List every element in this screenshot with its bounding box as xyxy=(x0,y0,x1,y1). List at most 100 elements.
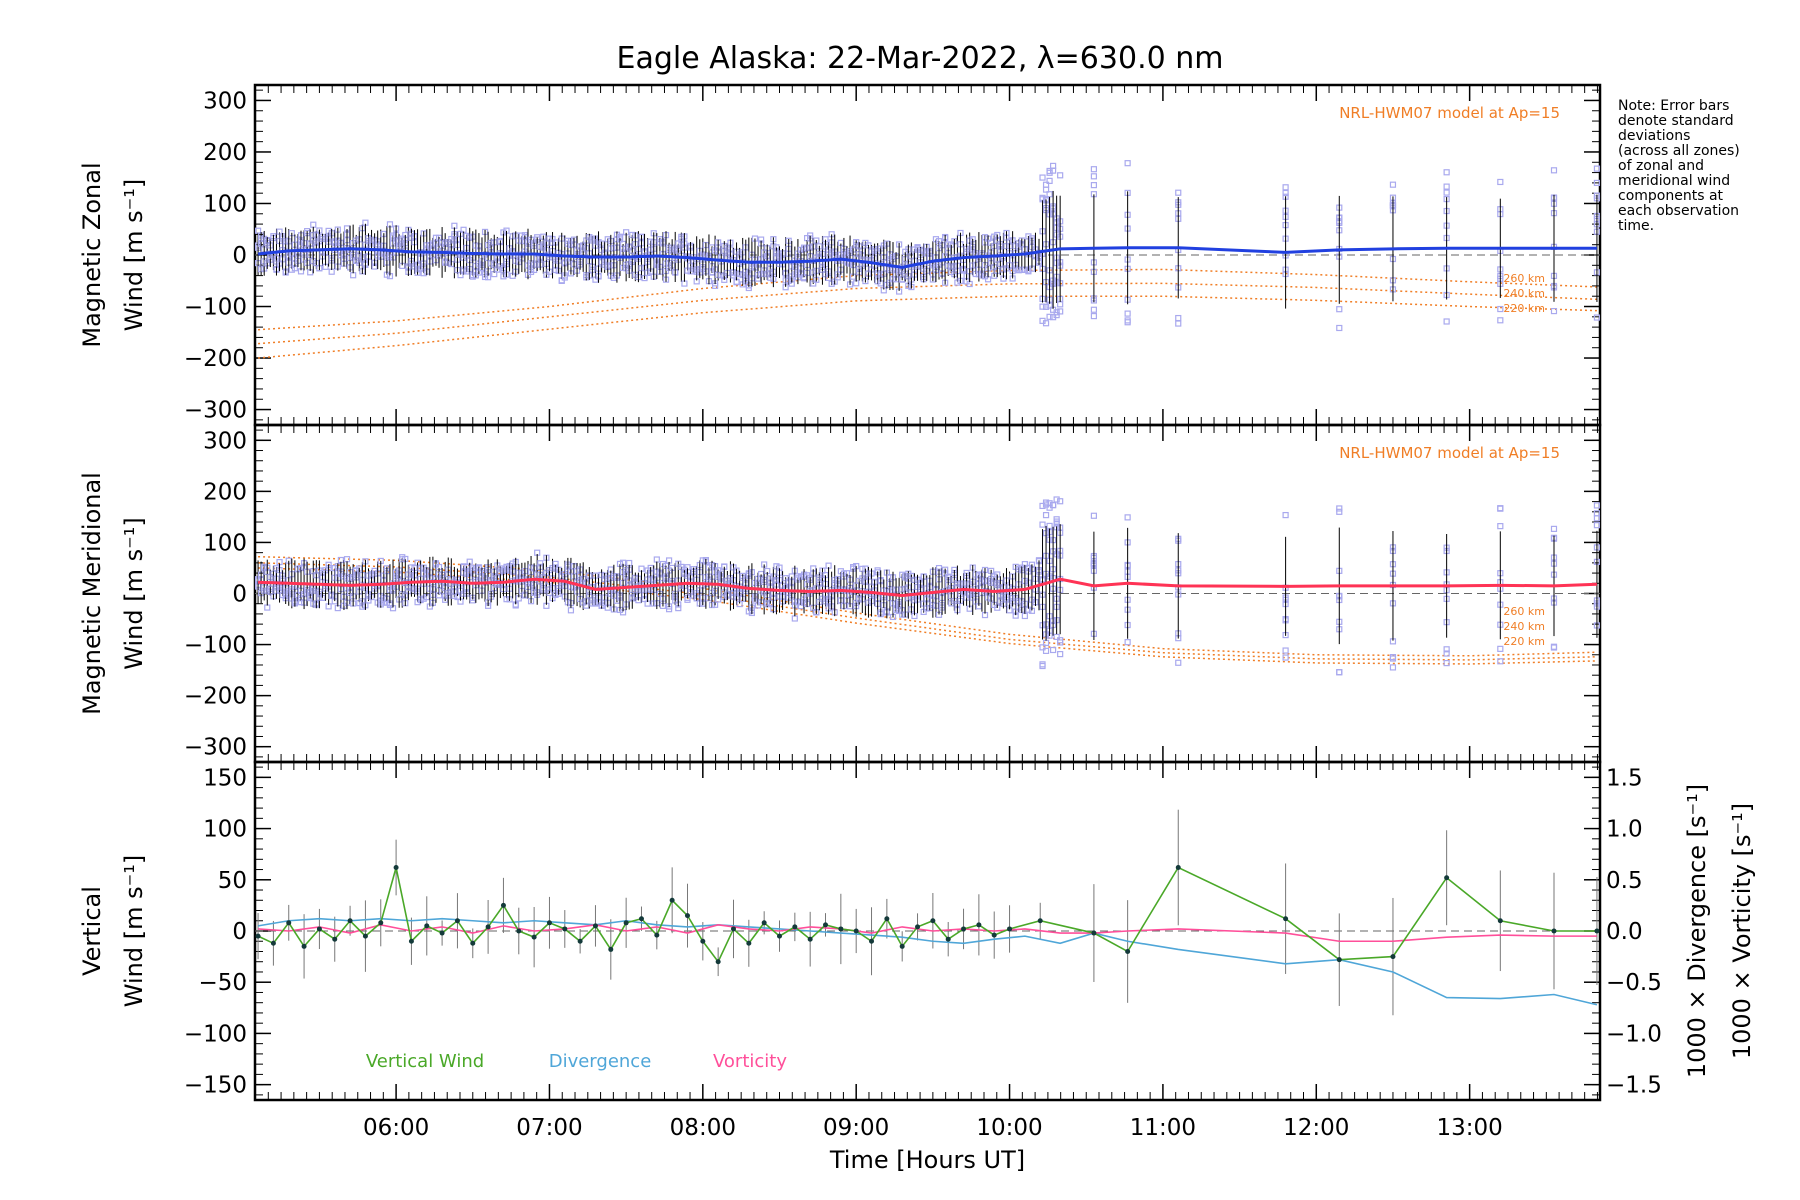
zone-point xyxy=(1443,169,1450,176)
zone-point xyxy=(1593,522,1601,529)
zone-point xyxy=(1497,645,1504,652)
note-line: time. xyxy=(1618,218,1654,234)
zone-point xyxy=(1175,659,1182,666)
zone-point xyxy=(328,268,335,275)
x-tick-label: 07:00 xyxy=(516,1115,582,1141)
y-tick-label: 300 xyxy=(203,428,247,454)
x-axis-label: Time [Hours UT] xyxy=(829,1146,1025,1174)
zone-point xyxy=(310,221,317,228)
zone-point xyxy=(1050,646,1057,654)
model-curve xyxy=(258,282,1597,345)
zonal-wind-line xyxy=(257,246,1597,269)
note-line: (across all zones) xyxy=(1618,143,1740,159)
chart-title: Eagle Alaska: 22-Mar-2022, λ=630.0 nm xyxy=(617,41,1224,76)
vertical-wind-point xyxy=(638,916,644,922)
vorticity-line xyxy=(258,924,1597,943)
vertical-wind-point xyxy=(684,913,690,919)
zone-point xyxy=(1021,612,1028,620)
vertical-wind-point xyxy=(623,920,629,926)
zone-point xyxy=(1550,167,1558,174)
y-tick-label: −150 xyxy=(184,1073,247,1099)
vertical-wind-point xyxy=(1007,926,1013,932)
model-curve xyxy=(258,567,1597,665)
vertical-wind-point xyxy=(301,943,307,949)
vorticity-axis-label: 1000 × Vorticity [s⁻¹] xyxy=(1728,803,1756,1059)
legend-entry: Vertical Wind xyxy=(366,1051,484,1072)
vertical-wind-point xyxy=(1175,864,1181,870)
vertical-wind-point xyxy=(316,926,322,932)
y-axis-label: Wind [m s⁻¹] xyxy=(120,855,148,1007)
vertical-wind-point xyxy=(1444,875,1450,881)
y-tick-label: −50 xyxy=(198,970,247,996)
vertical-wind-point xyxy=(255,933,261,939)
vertical-wind-point xyxy=(777,933,783,939)
x-tick-label: 12:00 xyxy=(1283,1115,1349,1141)
y-tick-label: 200 xyxy=(203,479,247,505)
y2-tick-label: −0.5 xyxy=(1606,970,1662,996)
vertical-wind-point xyxy=(991,932,997,938)
zone-point xyxy=(1046,191,1053,198)
vertical-wind-point xyxy=(1125,948,1131,954)
vertical-wind-point xyxy=(823,922,829,928)
zone-point xyxy=(1053,520,1060,527)
vertical-wind-point xyxy=(1283,916,1289,922)
vertical-wind-point xyxy=(961,926,967,932)
zone-point xyxy=(681,280,688,287)
zone-point xyxy=(1057,639,1064,646)
y2-tick-label: 0.0 xyxy=(1606,919,1643,945)
divergence-axis-label: 1000 × Divergence [s⁻¹] xyxy=(1683,784,1711,1078)
zone-point xyxy=(1336,508,1343,515)
vertical-wind-point xyxy=(393,864,399,870)
vertical-wind-point xyxy=(869,938,875,944)
zone-point xyxy=(626,559,633,567)
vertical-wind-point xyxy=(608,946,614,952)
divergence-line xyxy=(257,917,1598,1006)
y-tick-label: −100 xyxy=(184,1021,247,1047)
zone-point xyxy=(1046,313,1053,320)
zone-point xyxy=(1443,318,1450,325)
vertical-panel: −150 −100 −50 0 50 100 150 Vertical Wind [m s⁻¹]… xyxy=(78,760,1756,1174)
x-tick-label: 09:00 xyxy=(823,1115,889,1141)
zone-point xyxy=(1175,314,1182,322)
vertical-wind-point xyxy=(1551,928,1557,934)
vertical-wind-point xyxy=(899,943,905,949)
zone-point xyxy=(1042,303,1050,310)
vertical-wind-point xyxy=(592,923,598,929)
zone-point xyxy=(1443,659,1450,667)
zone-point xyxy=(1443,189,1450,196)
vertical-wind-point xyxy=(1497,918,1503,924)
vertical-wind-point xyxy=(1336,957,1342,963)
x-tick-label: 11:00 xyxy=(1130,1115,1196,1141)
note-line: Note: Error bars xyxy=(1618,98,1729,114)
vertical-wind-point xyxy=(500,902,506,908)
model-altitude-label: 260 km xyxy=(1503,272,1545,285)
zone-point xyxy=(1175,320,1182,327)
vertical-wind-point xyxy=(1091,930,1097,936)
model-curve xyxy=(258,555,1597,657)
vertical-wind-point xyxy=(761,920,767,926)
model-curve xyxy=(258,295,1597,359)
vertical-wind-point xyxy=(408,938,414,944)
vertical-wind-point xyxy=(470,940,476,946)
vertical-wind-point xyxy=(654,932,660,938)
zone-point xyxy=(1039,502,1046,510)
y-tick-label: −300 xyxy=(184,735,247,761)
zone-point xyxy=(1497,317,1504,324)
model-altitude-label: 220 km xyxy=(1503,302,1545,315)
model-altitude-label: 260 km xyxy=(1503,605,1545,618)
zone-point xyxy=(1282,654,1289,661)
vertical-wind-point xyxy=(700,938,706,944)
zone-point xyxy=(1336,505,1343,512)
zone-point xyxy=(1443,650,1450,657)
legend-entry: Vorticity xyxy=(713,1051,787,1072)
vertical-wind-point xyxy=(976,922,982,928)
legend-entry: Divergence xyxy=(549,1051,652,1072)
vertical-wind-point xyxy=(1594,928,1600,934)
vertical-wind-point xyxy=(516,928,522,934)
zone-point xyxy=(1389,181,1397,188)
y-tick-label: 100 xyxy=(203,530,247,556)
vertical-wind-point xyxy=(270,940,276,946)
zone-point xyxy=(567,607,575,614)
zone-point xyxy=(1443,183,1450,190)
